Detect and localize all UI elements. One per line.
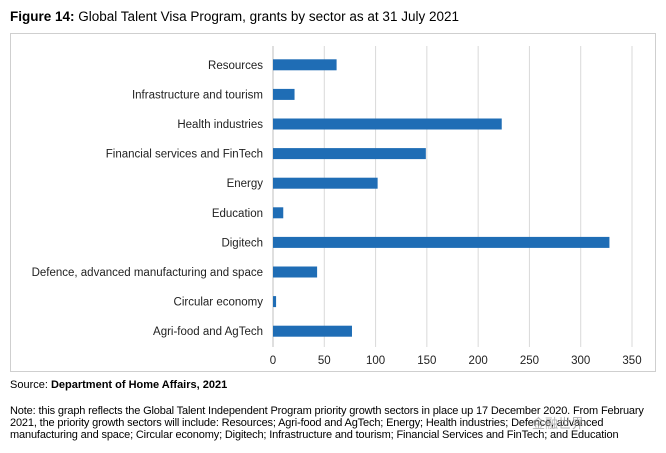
x-tick-label: 250: [520, 355, 539, 367]
bar: [273, 296, 277, 308]
category-label: Health industries: [177, 119, 263, 131]
x-tick-label: 300: [571, 355, 590, 367]
category-label: Infrastructure and tourism: [132, 89, 263, 101]
bar-chart: Resources Infrastructure and tourism Healt…: [32, 46, 642, 367]
bar: [273, 325, 352, 337]
category-label: Defence, advanced manufacturing and spac…: [32, 267, 263, 279]
source-line: Source: Department of Home Affairs, 2021: [10, 379, 227, 391]
x-tick-label: 0: [270, 355, 276, 367]
chart-frame: Resources Infrastructure and tourism Healt…: [10, 33, 656, 372]
bar: [273, 207, 284, 219]
category-label: Education: [212, 208, 263, 220]
x-tick-label: 50: [318, 355, 331, 367]
figure-title-text: Global Talent Visa Program, grants by se…: [78, 9, 459, 24]
category-label: Resources: [208, 60, 263, 72]
category-label: Digitech: [221, 237, 263, 249]
watermark-text: 金融世界: [532, 416, 585, 431]
figure-title: Figure 14: Global Talent Visa Program, g…: [10, 9, 459, 24]
x-tick-label: 150: [417, 355, 436, 367]
category-label: Energy: [227, 178, 264, 190]
bar: [273, 88, 295, 100]
x-tick-label: 100: [366, 355, 385, 367]
bar: [273, 266, 318, 278]
note-text: Note: this graph reflects the Global Tal…: [10, 405, 644, 441]
category-label: Financial services and FinTech: [106, 149, 263, 161]
bar: [273, 148, 426, 160]
bar: [273, 236, 610, 248]
category-label: Agri-food and AgTech: [153, 326, 263, 338]
bar: [273, 177, 378, 189]
x-tick-label: 200: [469, 355, 488, 367]
bar: [273, 118, 502, 130]
source-value: Department of Home Affairs, 2021: [50, 379, 228, 391]
x-tick-label: 350: [622, 355, 641, 367]
figure-number: Figure 14:: [10, 9, 75, 24]
source-label: Source:: [10, 379, 51, 391]
bar: [273, 59, 337, 71]
category-label: Circular economy: [174, 297, 264, 309]
